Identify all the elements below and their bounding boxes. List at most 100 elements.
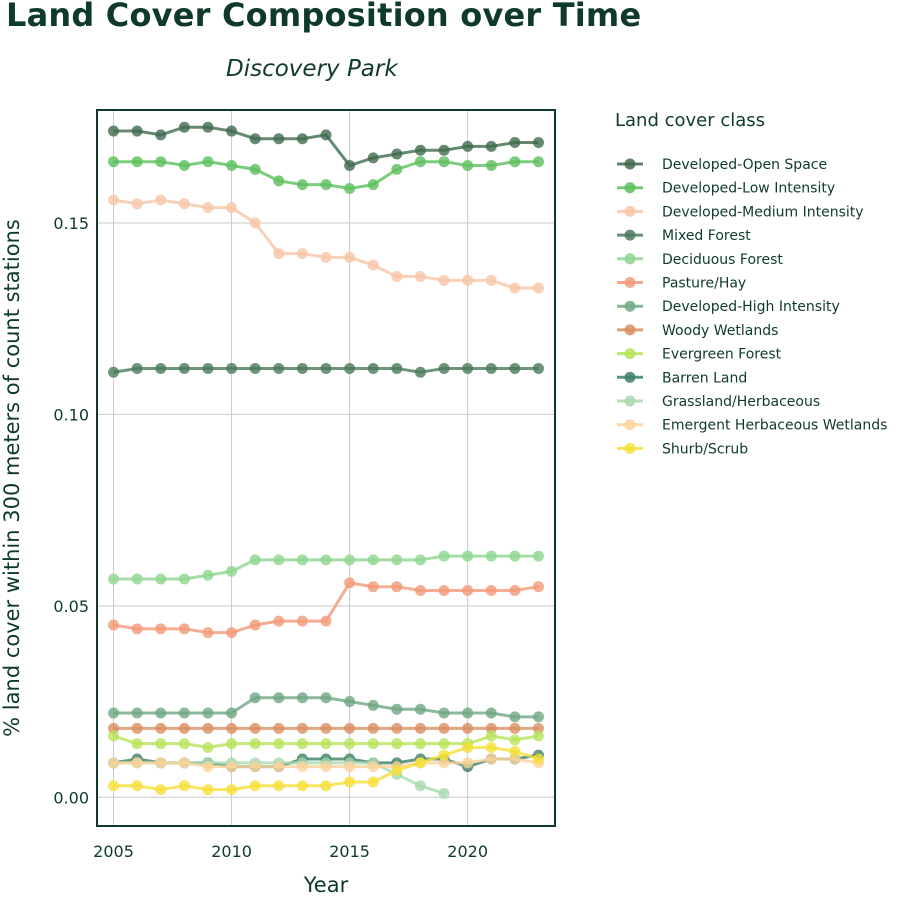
data-point [178,780,190,792]
legend-label: Emergent Herbaceous Wetlands [662,418,887,434]
data-point [202,202,214,214]
data-point [344,761,356,773]
data-point [367,722,379,734]
data-point [462,550,474,562]
data-point [131,125,143,137]
data-point [320,554,332,566]
data-point [226,627,238,639]
legend-label: Pasture/Hay [662,276,746,292]
data-point [131,780,143,792]
data-point [178,573,190,585]
data-point [202,362,214,374]
legend-key-marker [624,205,636,217]
data-point [178,623,190,635]
data-point [249,362,261,374]
data-point [226,565,238,577]
data-point [344,577,356,589]
x-tick-label: 2015 [329,842,370,861]
data-point [296,248,308,260]
data-point [320,780,332,792]
legend-key-marker [624,253,636,265]
data-point [462,274,474,286]
data-point [344,251,356,263]
data-point [320,738,332,750]
data-point [414,703,426,715]
data-point [155,707,167,719]
data-point [296,722,308,734]
data-point [320,129,332,141]
data-point [320,615,332,627]
data-point [226,362,238,374]
data-point [462,707,474,719]
data-point [391,271,403,283]
chart-title: Land Cover Composition over Time [6,0,642,34]
data-point [414,722,426,734]
data-point [532,753,544,765]
data-point [296,133,308,145]
series-shurb-scrub [108,742,544,796]
data-point [155,156,167,168]
data-point [509,711,521,723]
data-point [249,133,261,145]
data-point [414,156,426,168]
data-point [462,160,474,172]
data-point [414,780,426,792]
x-axis-title: Year [303,873,349,897]
data-point [178,160,190,172]
legend-key-marker [624,300,636,312]
legend-item: Emergent Herbaceous Wetlands [617,418,887,434]
data-point [462,757,474,769]
data-point [296,780,308,792]
legend-label: Deciduous Forest [662,252,783,268]
data-point [438,757,450,769]
data-point [296,615,308,627]
data-point [131,757,143,769]
data-point [462,742,474,754]
data-point [438,707,450,719]
data-point [391,738,403,750]
data-point [485,722,497,734]
data-point [178,121,190,133]
data-point [108,730,120,742]
data-point [509,282,521,294]
data-point [391,362,403,374]
data-point [155,757,167,769]
data-point [485,730,497,742]
legend-key-marker [624,395,636,407]
series-line [113,198,539,290]
data-point [532,362,544,374]
data-point [367,738,379,750]
data-point [509,156,521,168]
data-point [344,696,356,708]
data-point [485,274,497,286]
data-point [320,722,332,734]
data-point [131,738,143,750]
data-point [249,163,261,175]
data-point [131,156,143,168]
data-point [108,707,120,719]
data-point [438,722,450,734]
data-point [178,362,190,374]
data-point [226,761,238,773]
data-point [202,707,214,719]
data-point [226,125,238,137]
data-point [532,581,544,593]
data-point [344,362,356,374]
y-tick-label: 0.10 [53,405,89,424]
legend-item: Barren Land [617,370,747,386]
data-point [273,175,285,187]
data-point [509,753,521,765]
data-point [367,699,379,711]
data-point [532,550,544,562]
data-point [438,749,450,761]
legend-item: Pasture/Hay [617,276,746,292]
legend-item: Developed-Medium Intensity [617,204,864,220]
legend-item: Woody Wetlands [617,323,778,339]
data-point [344,722,356,734]
plot-frame [96,109,556,827]
data-point [178,707,190,719]
data-point [273,738,285,750]
data-point [462,362,474,374]
data-point [509,722,521,734]
